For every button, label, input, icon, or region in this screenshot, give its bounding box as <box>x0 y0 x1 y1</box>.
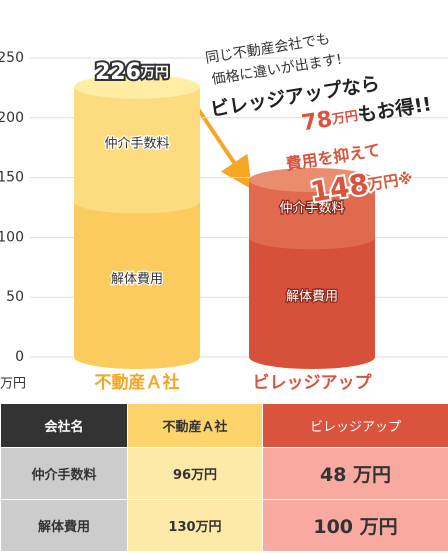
table-cell: 96万円 <box>127 447 263 500</box>
table: 会社名 不動産Ａ社 ビレッジアップ 仲介手数料 96万円 48 万円 解体費用 … <box>0 403 448 552</box>
total-number: 226 <box>95 60 141 85</box>
table-header: 不動産Ａ社 <box>127 403 263 448</box>
save-unit: 万円 <box>330 108 359 127</box>
chart: 050100150200250万円解体費用仲介手数料不動産Ａ社解体費用仲介手数料… <box>0 31 448 393</box>
y-tick-label: 100 <box>0 229 24 245</box>
table-cell: 48 万円 <box>262 447 448 500</box>
total-unit: 万円 <box>140 65 169 81</box>
segment-label: 解体費用 <box>286 290 338 305</box>
table-cell: 130万円 <box>127 499 263 552</box>
total-label: 226万円 <box>95 60 169 85</box>
cylinder-top <box>74 74 200 99</box>
y-tick-label: 0 <box>15 349 24 365</box>
annotation: 同じ不動産会社でも価格に違いが出ます!ビレッジアップなら78万円もお得!!費用を… <box>204 31 433 211</box>
segment-label: 仲介手数料 <box>104 137 169 152</box>
cylinder-segment <box>74 201 200 369</box>
cylinder-segment <box>249 179 375 250</box>
table-header: 会社名 <box>0 403 128 448</box>
y-unit: 万円 <box>0 377 26 392</box>
save-rest: もお得!! <box>356 92 433 126</box>
segment-label: 仲介手数料 <box>279 201 344 216</box>
save-number: 78 <box>300 107 334 136</box>
table-header: ビレッジアップ <box>262 403 448 448</box>
y-tick-label: 50 <box>6 289 24 305</box>
table-cell: 仲介手数料 <box>0 447 128 500</box>
cylinder-segment <box>74 86 200 214</box>
y-tick-label: 200 <box>0 110 24 126</box>
table-cell: 解体費用 <box>0 499 128 552</box>
y-tick-label: 250 <box>0 50 24 66</box>
segment-label: 解体費用 <box>111 272 163 287</box>
cylinder-top <box>249 167 375 192</box>
y-tick-label: 150 <box>0 170 24 186</box>
table-cell: 100 万円 <box>262 499 448 552</box>
total-unit: 万円※ <box>366 169 414 194</box>
cylinder-segment <box>249 237 375 369</box>
x-tick-label: 不動産Ａ社 <box>95 372 180 393</box>
x-tick-label: ビレッジアップ <box>253 372 373 393</box>
